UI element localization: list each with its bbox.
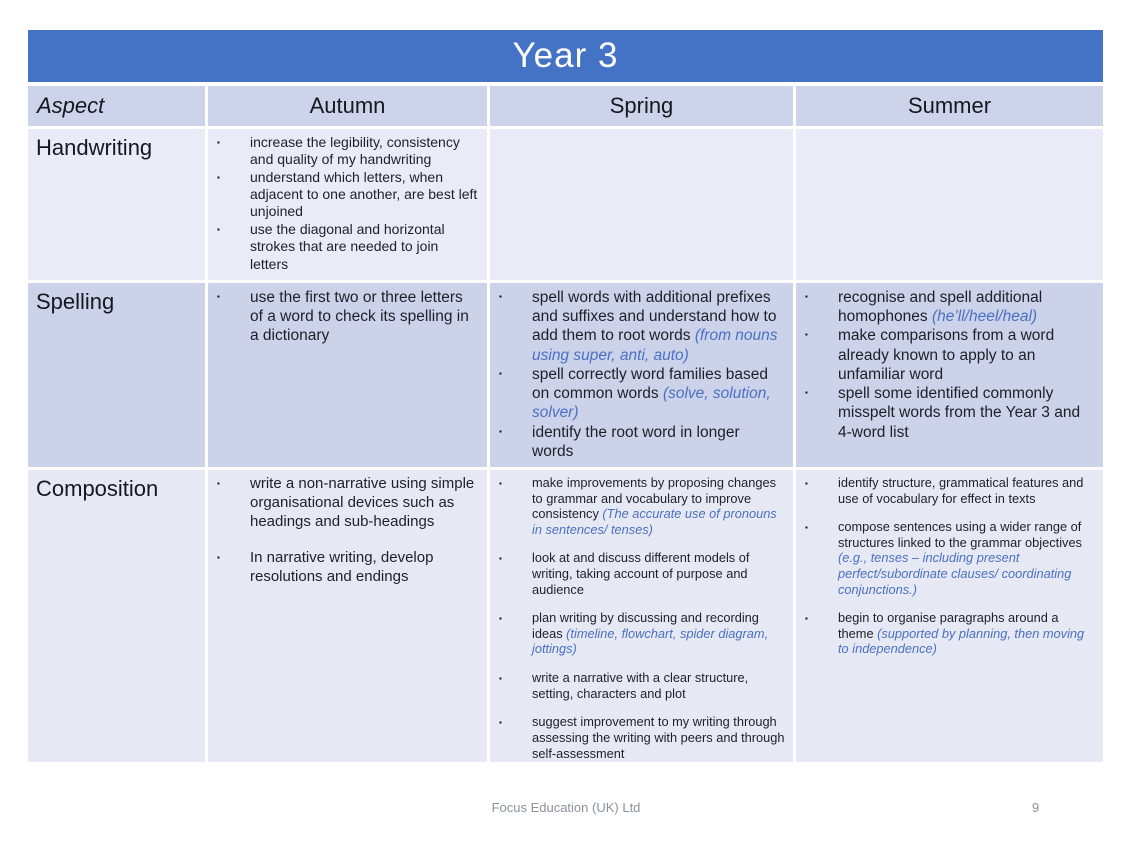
- bullet-text: spell words with additional prefixes and…: [532, 289, 778, 364]
- bullet-text: use the first two or three letters of a …: [250, 289, 469, 345]
- bullet-text: spell correctly word families based on c…: [532, 365, 771, 422]
- row-label-composition: Composition: [28, 470, 205, 762]
- bullet-item: ▪ look at and discuss different models of…: [490, 550, 785, 597]
- bullet-item: ▪ write a narrative with a clear structur…: [490, 670, 785, 701]
- footer-page-number: 9: [1032, 800, 1040, 815]
- bullet-item: ▪ begin to organise paragraphs around a t…: [796, 610, 1095, 657]
- cell-handwriting-summer: [796, 129, 1103, 280]
- bullet-marker-icon: ▪: [217, 552, 220, 562]
- bullet-text: make comparisons from a word already kno…: [838, 327, 1055, 383]
- bullet-item: ▪ increase the legibility, consistency an…: [208, 134, 479, 169]
- bullet-item: ▪ compose sentences using a wider range o…: [796, 519, 1095, 597]
- bullet-item: ▪ spell some identified commonly misspelt…: [796, 384, 1095, 442]
- bullet-marker-icon: ▪: [805, 614, 808, 624]
- bullet-text: write a narrative with a clear structure…: [532, 670, 749, 701]
- bullet-item: ▪ recognise and spell additional homophon…: [796, 288, 1095, 326]
- bullet-text: compose sentences using a wider range of…: [838, 519, 1082, 597]
- bullet-marker-icon: ▪: [217, 138, 220, 147]
- bullet-item: ▪ spell correctly word families based on …: [490, 365, 785, 423]
- bullet-item: ▪ identify the root word in longer words: [490, 423, 785, 461]
- bullet-text: recognise and spell additional homophone…: [838, 289, 1043, 326]
- bullet-text: increase the legibility, consistency and…: [250, 134, 460, 168]
- bullet-marker-icon: ▪: [499, 368, 502, 378]
- bullet-text: look at and discuss different models of …: [532, 550, 750, 597]
- column-header-spring: Spring: [490, 86, 793, 126]
- cell-composition-autumn: ▪ write a non-narrative using simple orga…: [208, 470, 487, 762]
- column-header-aspect: Aspect: [28, 86, 205, 126]
- bullet-text: identify structure, grammatical features…: [838, 475, 1084, 506]
- bullet-marker-icon: ▪: [499, 292, 502, 301]
- bullet-text: write a non-narrative using simple organ…: [250, 475, 475, 530]
- bullet-marker-icon: ▪: [805, 292, 808, 301]
- bullet-marker-icon: ▪: [217, 479, 220, 488]
- bullet-marker-icon: ▪: [499, 479, 502, 488]
- bullet-text: identify the root word in longer words: [532, 423, 740, 460]
- bullet-item: ▪ use the first two or three letters of a…: [208, 288, 479, 346]
- bullet-text: understand which letters, when adjacent …: [250, 168, 478, 220]
- cell-spelling-autumn: ▪ use the first two or three letters of a…: [208, 283, 487, 467]
- bullet-item: ▪ In narrative writing, develop resolutio…: [208, 549, 479, 587]
- bullet-item: ▪ suggest improvement to my writing throu…: [490, 714, 785, 761]
- row-label-handwriting: Handwriting: [28, 129, 205, 280]
- bullet-marker-icon: ▪: [805, 388, 808, 398]
- cell-handwriting-spring: [490, 129, 793, 280]
- title-bar: Year 3: [28, 30, 1103, 82]
- bullet-item: ▪ understand which letters, when adjacent…: [208, 169, 479, 221]
- bullet-item: ▪ use the diagonal and horizontal strokes…: [208, 221, 479, 273]
- page-title: Year 3: [512, 36, 619, 75]
- bullet-text: begin to organise paragraphs around a th…: [838, 610, 1085, 657]
- bullet-text: plan writing by discussing and recording…: [532, 610, 769, 657]
- bullet-marker-icon: ▪: [217, 172, 220, 182]
- bullet-item: ▪ plan writing by discussing and recordin…: [490, 610, 785, 657]
- cell-composition-spring: ▪ make improvements by proposing changes …: [490, 470, 793, 762]
- bullet-item: ▪ write a non-narrative using simple orga…: [208, 475, 479, 532]
- bullet-text: make improvements by proposing changes t…: [532, 475, 777, 537]
- bullet-marker-icon: ▪: [499, 554, 502, 564]
- bullet-item: ▪ make improvements by proposing changes …: [490, 475, 785, 537]
- bullet-item: ▪ make comparisons from a word already kn…: [796, 326, 1095, 384]
- bullet-marker-icon: ▪: [805, 523, 808, 533]
- bullet-marker-icon: ▪: [217, 292, 220, 301]
- bullet-marker-icon: ▪: [805, 479, 808, 488]
- bullet-item: ▪ identify structure, grammatical feature…: [796, 475, 1095, 506]
- bullet-marker-icon: ▪: [217, 224, 220, 234]
- bullet-text: In narrative writing, develop resolution…: [250, 548, 434, 585]
- bullet-text: use the diagonal and horizontal strokes …: [250, 220, 445, 272]
- curriculum-table: Aspect Autumn Spring Summer Handwriting …: [28, 86, 1103, 762]
- bullet-marker-icon: ▪: [499, 718, 502, 728]
- cell-handwriting-autumn: ▪ increase the legibility, consistency an…: [208, 129, 487, 280]
- row-label-spelling: Spelling: [28, 283, 205, 467]
- bullet-text: spell some identified commonly misspelt …: [838, 385, 1081, 441]
- cell-spelling-summer: ▪ recognise and spell additional homophon…: [796, 283, 1103, 467]
- column-header-autumn: Autumn: [208, 86, 487, 126]
- cell-composition-summer: ▪ identify structure, grammatical feature…: [796, 470, 1103, 762]
- bullet-text: suggest improvement to my writing throug…: [532, 714, 785, 761]
- bullet-marker-icon: ▪: [805, 330, 808, 340]
- footer-company: Focus Education (UK) Ltd: [491, 800, 641, 815]
- column-header-summer: Summer: [796, 86, 1103, 126]
- bullet-marker-icon: ▪: [499, 614, 502, 624]
- bullet-marker-icon: ▪: [499, 426, 502, 436]
- bullet-marker-icon: ▪: [499, 674, 502, 684]
- bullet-item: ▪ spell words with additional prefixes an…: [490, 288, 785, 365]
- cell-spelling-spring: ▪ spell words with additional prefixes an…: [490, 283, 793, 467]
